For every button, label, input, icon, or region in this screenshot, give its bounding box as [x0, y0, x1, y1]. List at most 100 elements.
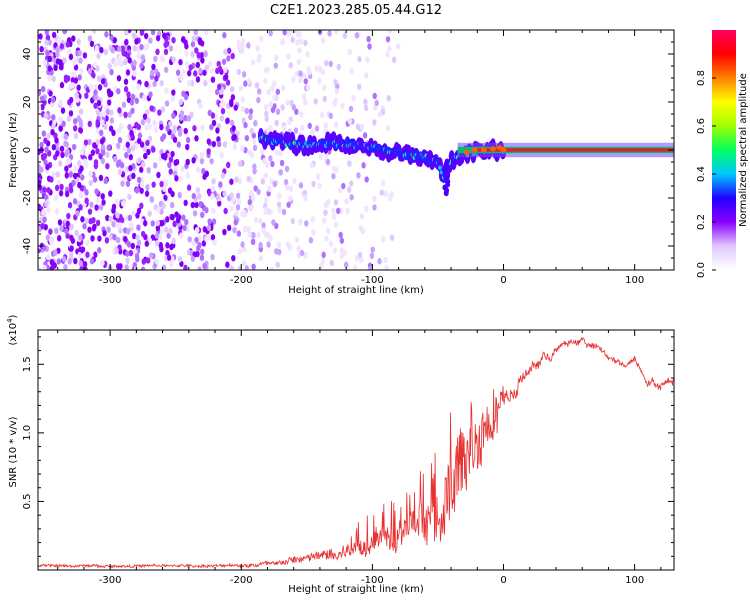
heatmap-cell: [385, 36, 391, 43]
heatmap-cell: [79, 67, 84, 75]
heatmap-cell: [201, 240, 207, 247]
heatmap-cell: [156, 206, 161, 213]
heatmap-cell: [339, 253, 344, 260]
heatmap-cell: [73, 132, 79, 140]
heatmap-ylabel: Frequency (Hz): [8, 112, 19, 188]
heatmap-cell: [157, 109, 162, 116]
heatmap-cell: [123, 58, 128, 66]
heatmap-cell: [43, 112, 48, 119]
heatmap-cell: [222, 32, 227, 39]
heatmap-cell: [288, 62, 293, 69]
heatmap-cell: [348, 105, 354, 113]
heatmap-cell: [65, 220, 71, 227]
heatmap-cell: [58, 160, 63, 167]
heatmap-cell: [264, 110, 269, 118]
heatmap-cell: [123, 235, 128, 243]
heatmap-cell: [260, 178, 266, 185]
heatmap-cell: [177, 191, 182, 199]
heatmap-cell: [280, 38, 285, 46]
heatmap-cell: [66, 75, 71, 82]
colorbar: 0.0 0.2 0.4 0.6 0.8 Normalized spectral ampl…: [696, 30, 749, 278]
heatmap-cell: [109, 117, 115, 124]
heatmap-cell: [325, 158, 331, 166]
heatmap-cell: [198, 67, 203, 75]
heatmap-cell: [165, 125, 170, 132]
heatmap-cell: [90, 235, 95, 242]
heatmap-cell: [324, 59, 329, 67]
heatmap-cell: [103, 177, 108, 185]
x-tick-label: 100: [625, 275, 644, 286]
heatmap-cell: [154, 258, 159, 265]
heatmap-cell: [163, 180, 169, 187]
heatmap-cell: [78, 118, 83, 125]
heatmap-cell: [44, 201, 49, 208]
heatmap-cell: [139, 166, 144, 173]
heatmap-cell: [151, 146, 156, 153]
heatmap-cell: [168, 120, 173, 127]
heatmap-cell: [146, 148, 151, 156]
heatmap-cell: [142, 44, 148, 51]
heatmap-cell: [309, 162, 315, 169]
heatmap-cell: [171, 89, 176, 96]
heatmap-cell: [385, 125, 391, 132]
heatmap-cell: [236, 68, 241, 76]
heatmap-cell: [325, 227, 331, 235]
heatmap-cell: [95, 197, 100, 204]
heatmap-cell: [128, 249, 134, 257]
heatmap-cell: [360, 227, 366, 235]
heatmap-cell: [197, 266, 202, 270]
heatmap-cell: [88, 179, 93, 187]
heatmap-cell: [215, 127, 220, 134]
heatmap-cell: [78, 204, 83, 211]
heatmap-cell: [98, 204, 104, 211]
heatmap-cell: [194, 201, 199, 209]
heatmap-cell: [171, 56, 176, 63]
heatmap-cell: [203, 50, 208, 58]
heatmap-cell: [272, 80, 277, 87]
heatmap-cell: [144, 80, 149, 88]
heatmap-cell: [303, 39, 308, 47]
heatmap-cell: [64, 228, 69, 235]
heatmap-cell: [95, 138, 100, 146]
heatmap-cell: [48, 90, 53, 97]
heatmap-cell: [256, 231, 261, 239]
heatmap-cell: [343, 261, 349, 268]
heatmap-cell: [216, 140, 222, 148]
heatmap-cell: [61, 120, 66, 128]
heatmap-cell: [140, 54, 146, 61]
heatmap-cell: [246, 77, 252, 85]
heatmap-cell: [366, 35, 371, 43]
heatmap-cell: [57, 235, 62, 242]
heatmap-cell: [137, 132, 143, 139]
heatmap-cell: [108, 234, 114, 241]
heatmap-cell: [93, 251, 98, 258]
heatmap-cell: [163, 194, 168, 202]
heatmap-cell: [198, 201, 203, 208]
heatmap-cell: [59, 145, 65, 152]
heatmap-cell: [206, 148, 211, 155]
heatmap-cell: [242, 246, 247, 253]
heatmap-cell: [194, 47, 199, 54]
colorbar-gradient: [712, 30, 736, 270]
heatmap-cell: [105, 214, 110, 222]
heatmap-cell: [84, 197, 89, 204]
heatmap-cell: [100, 157, 106, 165]
heatmap-cell: [62, 57, 67, 64]
snr-xlabel: Height of straight line (km): [288, 584, 424, 595]
heatmap-cell: [176, 141, 182, 148]
heatmap-cell: [150, 220, 155, 227]
heatmap-cell: [42, 152, 48, 160]
heatmap-cell: [314, 125, 320, 132]
heatmap-cell: [287, 118, 292, 126]
heatmap-cell: [87, 120, 92, 128]
heatmap-cell: [357, 56, 362, 63]
heatmap-cell: [152, 80, 157, 88]
heatmap-cell: [107, 62, 112, 70]
heatmap-cell: [296, 58, 302, 65]
heatmap-cell: [197, 193, 202, 200]
heatmap-cell: [96, 52, 101, 60]
heatmap-cell: [276, 201, 282, 208]
heatmap-cell: [116, 59, 121, 66]
heatmap-cell: [178, 114, 184, 121]
heatmap-cell: [38, 179, 42, 186]
